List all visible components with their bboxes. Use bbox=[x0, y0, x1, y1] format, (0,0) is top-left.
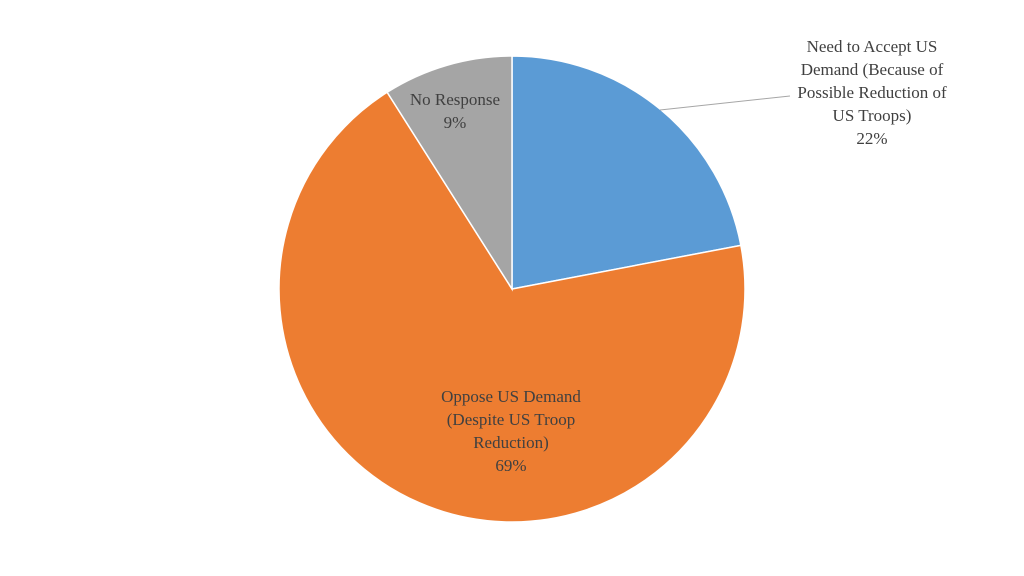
slice-category-label-0: Possible Reduction of bbox=[797, 83, 947, 102]
slice-value-label-1: 69% bbox=[495, 456, 526, 475]
slice-category-label-1: (Despite US Troop bbox=[447, 410, 575, 429]
slice-value-label-0: 22% bbox=[856, 129, 887, 148]
slice-category-label-2: No Response bbox=[410, 90, 500, 109]
leader-lines bbox=[659, 95, 791, 111]
slice-category-label-0: US Troops) bbox=[833, 106, 912, 125]
slice-category-label-0: Need to Accept US bbox=[807, 37, 938, 56]
pie-slice-2 bbox=[386, 55, 513, 292]
pie-slices bbox=[278, 55, 746, 523]
slice-labels: Need to Accept US Demand (Because of Possi… bbox=[410, 37, 947, 475]
slice-category-label-0: Demand (Because of bbox=[801, 60, 944, 79]
slice-label-0: Need to Accept US Demand (Because of Possi… bbox=[797, 37, 947, 148]
slice-category-label-1: Oppose US Demand bbox=[441, 387, 581, 406]
pie-slice-1 bbox=[278, 91, 746, 523]
slice-label-2: No Response 9% bbox=[410, 90, 500, 132]
slice-category-label-1: Reduction) bbox=[473, 433, 549, 452]
leader-line-0 bbox=[659, 95, 791, 111]
slice-value-label-2: 9% bbox=[444, 113, 467, 132]
slice-label-1: Oppose US Demand (Despite US Troop Reducti… bbox=[441, 387, 581, 475]
